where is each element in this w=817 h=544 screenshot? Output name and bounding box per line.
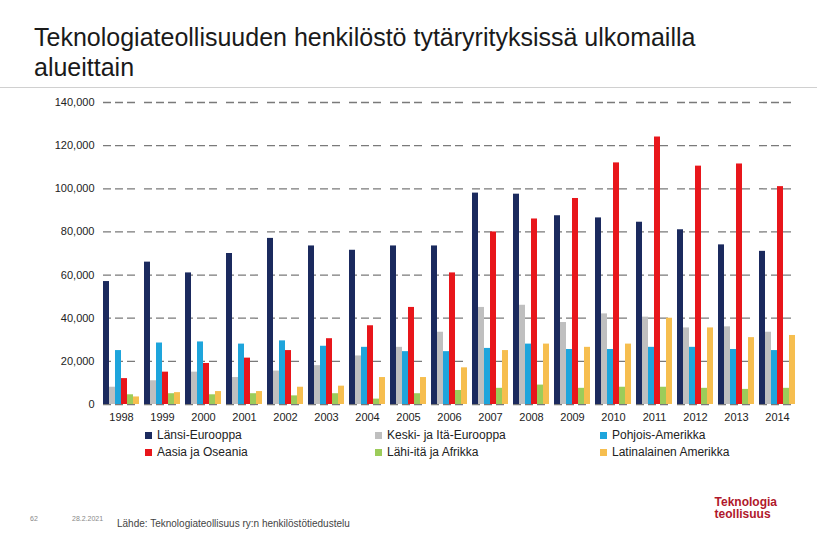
svg-text:20,000: 20,000 xyxy=(61,355,95,367)
html-text:Teknologiateollisuuden henkilö: Teknologiateollisuuden henkilöstö tytäry… xyxy=(34,23,696,81)
svg-text:2010: 2010 xyxy=(601,411,625,423)
svg-text:2014: 2014 xyxy=(765,411,789,423)
svg-text:2011: 2011 xyxy=(643,411,667,423)
html-text:Keski- ja Itä-Eurooppa: Keski- ja Itä-Eurooppa xyxy=(387,428,506,442)
html-text:Länsi-Eurooppa: Länsi-Eurooppa xyxy=(157,428,242,442)
svg-text:2005: 2005 xyxy=(396,411,420,423)
svg-text:40,000: 40,000 xyxy=(61,312,95,324)
svg-text:60,000: 60,000 xyxy=(61,269,95,281)
svg-text:2013: 2013 xyxy=(724,411,748,423)
html-text:teollisuus: teollisuus xyxy=(714,507,771,521)
svg-text:2012: 2012 xyxy=(683,411,707,423)
html-text:62: 62 xyxy=(30,515,38,522)
svg-text:2008: 2008 xyxy=(519,411,543,423)
svg-text:0: 0 xyxy=(88,398,94,410)
html-text:Pohjois-Amerikka: Pohjois-Amerikka xyxy=(612,428,706,442)
html-text:Lähi-itä ja Afrikka: Lähi-itä ja Afrikka xyxy=(387,445,479,459)
svg-text:2003: 2003 xyxy=(314,411,338,423)
svg-text:2001: 2001 xyxy=(232,411,256,423)
svg-text:2006: 2006 xyxy=(437,411,461,423)
html-text:Aasia ja Oseania: Aasia ja Oseania xyxy=(157,445,248,459)
svg-text:2000: 2000 xyxy=(191,411,215,423)
svg-text:2004: 2004 xyxy=(355,411,379,423)
svg-text:1999: 1999 xyxy=(150,411,174,423)
svg-text:1998: 1998 xyxy=(109,411,133,423)
svg-text:100,000: 100,000 xyxy=(55,182,95,194)
html-text:Teknologia: Teknologia xyxy=(714,495,777,509)
html-text:28.2.2021: 28.2.2021 xyxy=(72,515,104,522)
svg-text:120,000: 120,000 xyxy=(55,139,95,151)
svg-text:2002: 2002 xyxy=(273,411,297,423)
svg-text:140,000: 140,000 xyxy=(55,96,95,108)
html-text:Latinalainen Amerikka: Latinalainen Amerikka xyxy=(612,445,730,459)
svg-text:2009: 2009 xyxy=(560,411,584,423)
html-text:Lähde: Teknologiateollisuus ry: Lähde: Teknologiateollisuus ry:n henkilö… xyxy=(117,518,350,529)
svg-text:80,000: 80,000 xyxy=(61,225,95,237)
svg-text:2007: 2007 xyxy=(478,411,502,423)
